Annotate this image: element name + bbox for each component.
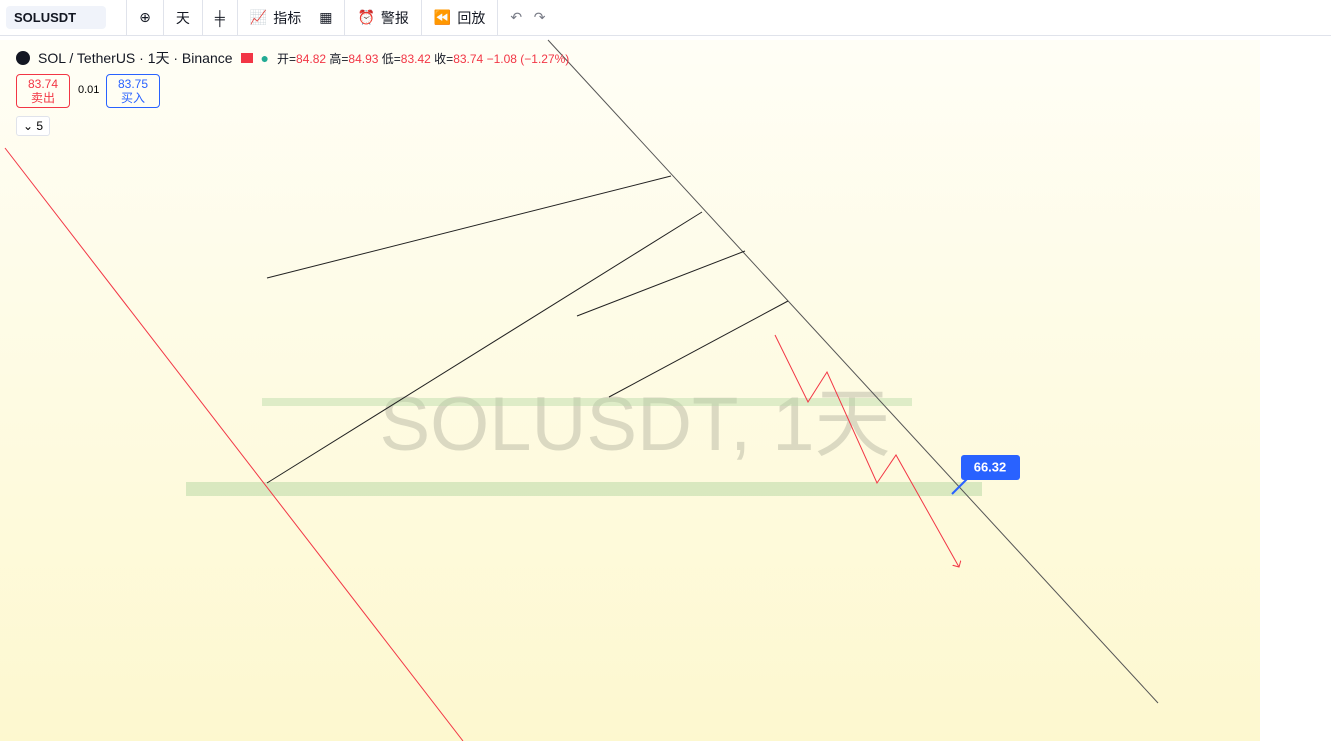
value: 83.74: [453, 51, 484, 66]
status-dot: ●: [260, 50, 269, 66]
label: 开=: [277, 51, 297, 66]
chart-type[interactable]: ╪: [203, 0, 238, 36]
flag: [240, 53, 253, 63]
sell-button[interactable]: 83.74 卖出: [16, 74, 70, 108]
indicators-label: 指标: [273, 9, 302, 26]
ohlc: 开=84.82 高=84.93 低=83.42 收=83.74 −1.08 (−…: [277, 50, 569, 67]
buy-label: 买入: [120, 91, 145, 105]
trend-line: [266, 175, 672, 279]
change: −1.08 (−1.27%): [486, 51, 570, 66]
add-symbol[interactable]: ⊕: [126, 0, 164, 36]
label: 高=: [329, 51, 349, 66]
trend-line: [576, 250, 746, 317]
spread: 0.01: [78, 84, 100, 96]
symbol-logo: [16, 51, 30, 65]
symbol-search[interactable]: SOLUSDT: [6, 6, 107, 29]
indicators[interactable]: 📈 指标 ▦: [238, 0, 346, 36]
sell-price: 83.74: [27, 77, 59, 91]
callout-label: 66.32: [974, 459, 1007, 474]
buy-price: 83.75: [117, 77, 149, 91]
plot-bg: [0, 40, 1260, 741]
label: 收=: [434, 51, 454, 66]
watermark: SOLUSDT, 1天: [379, 382, 890, 467]
legend: SOL / TetherUS · 1天 · Binance ● 开=84.82 …: [16, 48, 569, 68]
trend-line: [266, 211, 703, 484]
label: 低=: [381, 51, 401, 66]
axis-bg: [1260, 40, 1331, 741]
alert-label: 警报: [380, 9, 409, 26]
projection-arrow: [774, 334, 959, 567]
undo-redo[interactable]: ↶ ↷: [510, 9, 546, 25]
support-zone: [262, 398, 912, 406]
trend-line: [4, 147, 464, 741]
callout: [961, 455, 1020, 480]
replay[interactable]: ⏪ 回放: [422, 0, 499, 36]
interval[interactable]: 天: [164, 0, 203, 36]
value: 83.42: [400, 51, 431, 66]
callout-pointer: [951, 477, 969, 495]
value: 84.82: [296, 51, 327, 66]
trend-line: [608, 300, 789, 398]
value: 84.93: [348, 51, 379, 66]
symbol-title: SOL / TetherUS · 1天 · Binance: [38, 50, 233, 66]
replay-label: 回放: [457, 9, 486, 26]
indicator-toggle[interactable]: ⌄ 5: [16, 116, 51, 136]
indicator-count: 5: [36, 119, 44, 133]
sell-label: 卖出: [30, 91, 55, 105]
toolbar: SOLUSDT ⊕ 天 ╪ 📈 指标 ▦ ⏰ 警报 ⏪ 回放 ↶ ↷: [0, 0, 1331, 36]
trend-line: [547, 39, 1159, 704]
alert[interactable]: ⏰ 警报: [345, 0, 422, 36]
support-zone: [186, 482, 982, 496]
drawings: [4, 39, 1159, 741]
buy-button[interactable]: 83.75 买入: [106, 74, 160, 108]
